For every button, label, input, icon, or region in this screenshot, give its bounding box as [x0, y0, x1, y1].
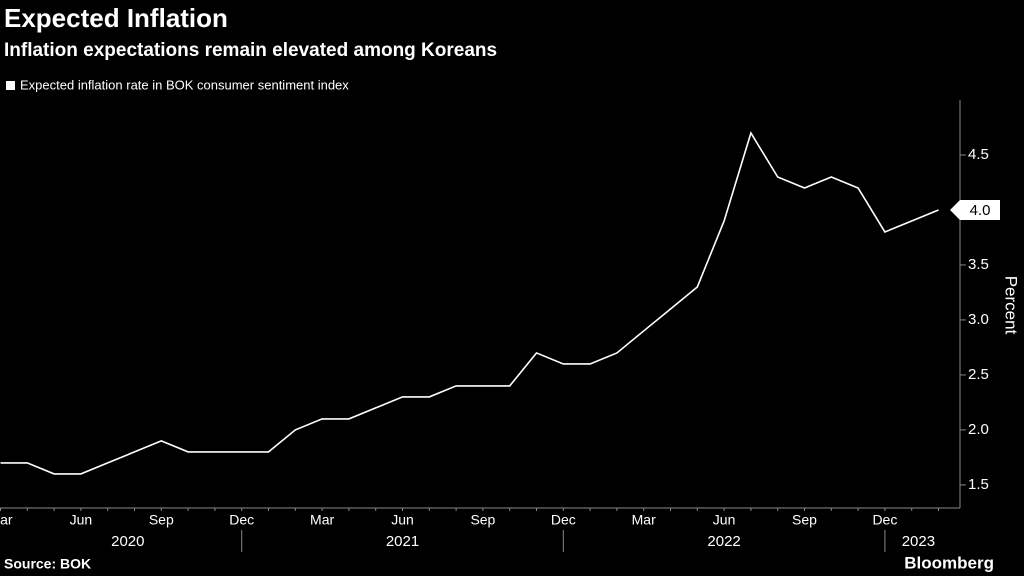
- x-tick-label: Jun: [70, 512, 93, 528]
- source: Source: BOK: [4, 556, 91, 572]
- x-year-label: 2020: [111, 533, 144, 550]
- y-tick-label: 3.0: [968, 311, 989, 328]
- data-line: [0, 131, 939, 475]
- y-tick-label: 3.5: [968, 256, 989, 273]
- chart-title: Expected Inflation: [4, 3, 228, 33]
- chart-subtitle: Inflation expectations remain elevated a…: [4, 40, 497, 61]
- legend-swatch: [6, 81, 15, 90]
- y-tick-label: 2.0: [968, 421, 989, 438]
- y-tick-label: 2.5: [968, 366, 989, 383]
- brand: Bloomberg: [904, 553, 994, 572]
- x-tick-label: Mar: [0, 512, 13, 528]
- x-tick-label: Jun: [713, 512, 736, 528]
- x-year-label: 2022: [707, 533, 740, 550]
- x-tick-label: Sep: [149, 512, 174, 528]
- y-tick-label: 1.5: [968, 476, 989, 493]
- x-tick-label: Dec: [229, 512, 254, 528]
- x-tick-label: Mar: [310, 512, 334, 528]
- x-tick-label: Sep: [470, 512, 495, 528]
- x-tick-label: Dec: [551, 512, 576, 528]
- x-year-label: 2021: [386, 533, 419, 550]
- legend-label: Expected inflation rate in BOK consumer …: [20, 77, 349, 92]
- y-tick-label: 4.5: [968, 146, 989, 163]
- value-label: 4.0: [970, 202, 991, 219]
- x-tick-label: Dec: [872, 512, 897, 528]
- x-tick-label: Sep: [792, 512, 817, 528]
- x-tick-label: Mar: [632, 512, 656, 528]
- y-axis-label: Percent: [1002, 276, 1021, 335]
- value-label-box: [950, 199, 1000, 220]
- x-year-label: 2023: [902, 533, 935, 550]
- x-tick-label: Jun: [391, 512, 414, 528]
